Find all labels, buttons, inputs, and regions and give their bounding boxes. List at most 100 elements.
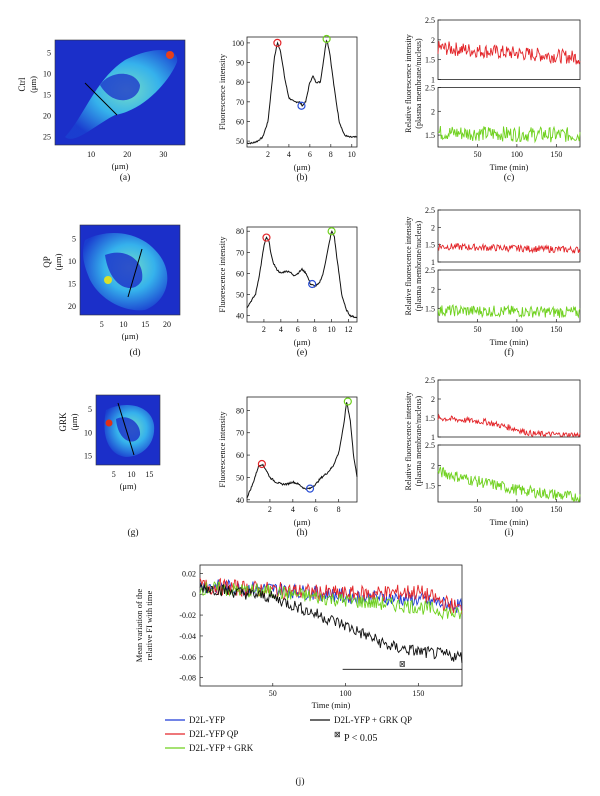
image-ylabel: (μm) <box>69 413 79 430</box>
ytick-label: 50 <box>236 473 244 482</box>
profile-line <box>84 82 118 116</box>
row-title: QP <box>42 256 52 268</box>
profile-chart-2: 2 4 6 8 40 50 60 70 80 (μm) Fluorescence intensity… <box>217 396 358 538</box>
ytick-label: 1 <box>431 76 435 85</box>
ytick-label: 80 <box>236 227 244 236</box>
hotspot <box>105 419 113 427</box>
series-line-grkqp <box>199 583 463 663</box>
legend-label: D2L-YFP <box>189 715 225 725</box>
timecourse-chart-2: 1 1.5 2 2.5 1.5 2 2.5 50 100 150 Time (min) Relativ… <box>404 376 581 538</box>
profile-xlabel: (μm) <box>294 162 311 172</box>
timecourse-chart-1: 1 1.5 2 2.5 1.5 2 2.5 50 100 150 Time (min) Relativ… <box>404 206 581 358</box>
legend-label: D2L-YFP + GRK QP <box>334 715 412 725</box>
profile-marker-red <box>273 38 282 47</box>
intensity-profile-line <box>246 230 358 319</box>
image-ytick: 15 <box>84 452 92 461</box>
intensity-profile-line <box>246 402 358 499</box>
profile-marker-blue <box>305 484 315 493</box>
panel-label: (g) <box>127 527 138 538</box>
row-title: GRK <box>58 412 68 432</box>
panel-label: (j) <box>296 776 305 787</box>
panel-label: (i) <box>505 527 514 538</box>
ytick-label: 2.5 <box>425 376 435 385</box>
xtick-label: 4 <box>279 325 283 334</box>
xtick-label: 50 <box>269 689 277 698</box>
xtick-label: 100 <box>340 689 352 698</box>
xtick-label: 2 <box>262 325 266 334</box>
ytick-label: 80 <box>236 78 244 87</box>
panel-label: (a) <box>120 172 131 183</box>
ytick-label: 70 <box>236 429 244 438</box>
ytick-label: 2.5 <box>425 84 435 93</box>
profile-marker-blue <box>308 279 317 289</box>
ytick-label: 0.02 <box>182 569 196 578</box>
ytick-label: 60 <box>236 451 244 460</box>
panel-label: (h) <box>296 527 307 538</box>
intensity-profile-line <box>246 39 358 145</box>
panel-label: (d) <box>129 347 140 358</box>
image-ylabel: (μm) <box>53 253 63 270</box>
ytick-label: 100 <box>232 39 244 48</box>
ytick-label: 2 <box>431 36 435 45</box>
profile-ylabel: Fluorescence intensity <box>217 236 227 313</box>
image-ytick: 20 <box>43 112 51 121</box>
ytick-label: 50 <box>236 291 244 300</box>
j-ylabel-2: relative FI with time <box>144 590 154 660</box>
image-xtick: 20 <box>163 320 171 329</box>
image-xtick: 20 <box>123 150 131 159</box>
pvalue-text: P < 0.05 <box>344 733 377 744</box>
profile-ylabel: Fluorescence intensity <box>217 53 227 130</box>
nucleus-shape <box>116 417 141 442</box>
profile-line <box>117 402 135 456</box>
image-ytick: 15 <box>68 280 76 289</box>
xtick-label: 50 <box>473 150 481 159</box>
xtick-label: 2 <box>268 505 272 514</box>
ytick-label: 1.5 <box>425 56 435 65</box>
ytick-label: 70 <box>236 98 244 107</box>
timecourse-chart-0: 1 1.5 2 2.5 1.5 2 2.5 50 100 150 Time (min) Relativ… <box>404 16 581 183</box>
xtick-label: 4 <box>291 505 295 514</box>
image-ytick: 10 <box>68 257 76 266</box>
ytick-label: 1.5 <box>425 241 435 250</box>
ytick-label: 2 <box>431 395 435 404</box>
timecourse-xlabel: Time (min) <box>490 162 529 172</box>
ytick-label: 2.5 <box>425 16 435 25</box>
xtick-label: 2 <box>266 150 270 159</box>
ytick-label: 2.5 <box>425 206 435 215</box>
ytick-label: 60 <box>236 269 244 278</box>
image-xlabel: (μm) <box>122 331 139 341</box>
plot-frame <box>246 396 358 503</box>
xtick-label: 50 <box>473 505 481 514</box>
timecourse-ylabel: Relative fluorescence intensity <box>404 34 413 133</box>
red-trace-line <box>437 413 581 438</box>
ytick-label: 2.5 <box>425 266 435 275</box>
green-trace-frame <box>437 269 581 323</box>
ytick-label: 1 <box>431 433 435 442</box>
ytick-label: 2 <box>431 223 435 232</box>
hotspot <box>166 51 174 59</box>
profile-marker-blue <box>297 101 306 110</box>
ytick-label: 2.5 <box>425 441 435 450</box>
xtick-label: 100 <box>511 325 523 334</box>
red-trace-line <box>437 242 581 254</box>
xtick-label: 50 <box>473 325 481 334</box>
red-trace-frame <box>437 379 581 438</box>
profile-xlabel: (μm) <box>294 337 311 347</box>
profile-xlabel: (μm) <box>294 517 311 527</box>
image-xtick: 10 <box>87 150 95 159</box>
image-xtick: 15 <box>145 470 153 479</box>
timecourse-ylabel-sub: (plasma membrane/nucleus) <box>414 220 423 311</box>
green-trace-frame <box>437 87 581 148</box>
profile-chart-0: 2 4 6 8 10 50 60 70 80 90 100 (μm) Fluorescence inte… <box>217 34 358 183</box>
j-xlabel: Time (min) <box>312 700 351 710</box>
image-xtick: 30 <box>159 150 167 159</box>
green-trace-line <box>437 466 581 502</box>
ytick-label: 50 <box>236 137 244 146</box>
image-xlabel: (μm) <box>112 161 129 171</box>
plot-frame <box>246 226 358 323</box>
legend-label: D2L-YFP QP <box>189 729 238 739</box>
ytick-label: 2 <box>431 285 435 294</box>
